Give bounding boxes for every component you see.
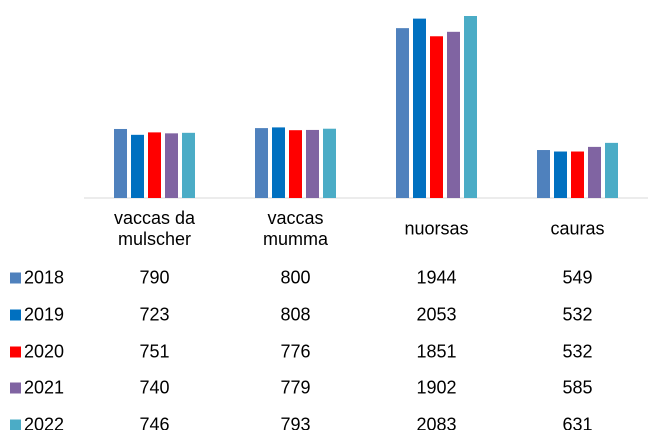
table-value: 746 bbox=[139, 414, 170, 430]
table-value: 532 bbox=[562, 341, 593, 362]
legend-label: 2021 bbox=[24, 377, 65, 398]
table-value: 779 bbox=[280, 377, 311, 398]
bar bbox=[588, 146, 601, 198]
table-value: 1944 bbox=[416, 267, 457, 288]
bar bbox=[464, 16, 477, 198]
legend-swatch bbox=[10, 346, 21, 358]
bar bbox=[306, 129, 319, 198]
legend-swatch bbox=[10, 272, 21, 284]
bar bbox=[430, 36, 443, 198]
table-value: 790 bbox=[139, 267, 170, 288]
bar bbox=[272, 127, 285, 198]
table-value: 800 bbox=[280, 267, 311, 288]
category-label: nuorsas bbox=[404, 218, 469, 239]
category-label: cauras bbox=[550, 218, 605, 239]
table-value: 1851 bbox=[416, 341, 457, 362]
bar bbox=[255, 128, 268, 198]
bar bbox=[289, 130, 302, 198]
bar bbox=[554, 151, 567, 198]
legend-label: 2019 bbox=[24, 304, 65, 325]
legend-label: 2020 bbox=[24, 341, 65, 362]
bar bbox=[571, 151, 584, 198]
bar bbox=[537, 150, 550, 198]
legend-swatch bbox=[10, 419, 21, 430]
bar bbox=[131, 134, 144, 198]
legend-label: 2022 bbox=[24, 414, 65, 430]
table-value: 2083 bbox=[416, 414, 457, 430]
bar bbox=[396, 28, 409, 198]
category-label: vaccas mumma bbox=[262, 208, 329, 249]
table-value: 631 bbox=[562, 414, 593, 430]
table-value: 793 bbox=[280, 414, 311, 430]
table-value: 585 bbox=[562, 377, 593, 398]
table-value: 1902 bbox=[416, 377, 457, 398]
bar bbox=[413, 18, 426, 199]
legend-swatch bbox=[10, 382, 21, 394]
bar bbox=[323, 128, 336, 198]
table-value: 2053 bbox=[416, 304, 457, 325]
table-value: 776 bbox=[280, 341, 311, 362]
category-label: vaccas da mulscher bbox=[113, 208, 196, 249]
bar bbox=[148, 132, 161, 198]
bar bbox=[114, 128, 127, 198]
legend-swatch bbox=[10, 309, 21, 321]
bar bbox=[447, 31, 460, 198]
bar bbox=[182, 132, 195, 198]
table-value: 740 bbox=[139, 377, 170, 398]
table-value: 723 bbox=[139, 304, 170, 325]
legend-label: 2018 bbox=[24, 267, 65, 288]
bar bbox=[165, 133, 178, 198]
table-value: 751 bbox=[139, 341, 170, 362]
table-value: 549 bbox=[562, 267, 593, 288]
bar bbox=[605, 142, 618, 198]
table-value: 532 bbox=[562, 304, 593, 325]
table-value: 808 bbox=[280, 304, 311, 325]
